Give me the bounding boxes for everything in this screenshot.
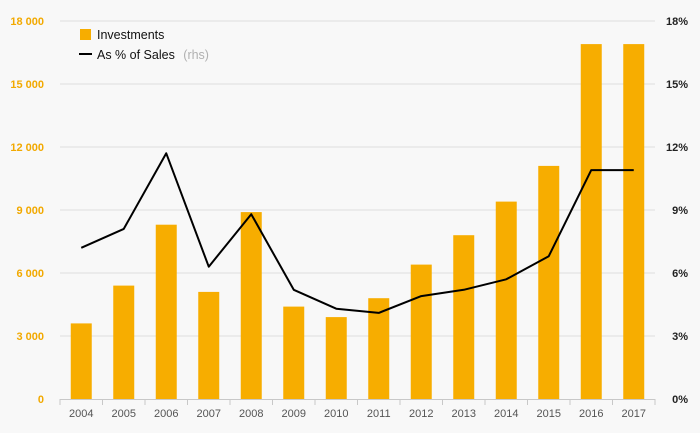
axes: 0 3 000 6 000 9 000 12 000 15 000 18 000 0% 3% 6%… xyxy=(10,16,688,420)
y-right-tick-label: 6% xyxy=(672,268,688,280)
x-tick-label: 2013 xyxy=(452,408,476,420)
sales-ratio-line xyxy=(80,152,634,314)
x-tick-label: 2005 xyxy=(112,408,136,420)
x-tick-label: 2010 xyxy=(324,408,348,420)
x-tick-label: 2011 xyxy=(367,408,391,420)
x-tick-label: 2012 xyxy=(409,408,433,420)
legend: Investments As % of Sales (rhs) xyxy=(79,28,209,63)
x-tick-label: 2007 xyxy=(197,408,221,420)
x-tick-label: 2015 xyxy=(537,408,561,420)
bar-investments xyxy=(368,298,390,399)
x-tick-label: 2004 xyxy=(69,408,93,420)
bar-investments xyxy=(623,44,645,399)
bar-investments xyxy=(283,306,305,399)
x-tick-label: 2016 xyxy=(579,408,603,420)
y-right-tick-label: 3% xyxy=(672,331,688,343)
legend-investments-label: Investments xyxy=(97,28,164,42)
legend-line-label: As % of Sales (rhs) xyxy=(97,46,209,63)
bar-investments xyxy=(155,224,177,399)
bar-investments xyxy=(325,317,347,399)
x-tick-label: 2009 xyxy=(282,408,306,420)
grid-lines xyxy=(60,20,655,337)
y-right-tick-label: 9% xyxy=(672,205,688,217)
y-right-tick-label: 18% xyxy=(666,16,688,28)
bar-investments xyxy=(240,212,262,399)
bar-investments xyxy=(410,264,432,399)
bar-investments xyxy=(70,323,92,399)
bar-investments xyxy=(198,291,220,399)
legend-line-name: As % of Sales xyxy=(97,48,175,62)
line-as-pct-of-sales xyxy=(80,152,634,314)
y-right-tick-label: 12% xyxy=(666,142,688,154)
x-tick-label: 2008 xyxy=(239,408,263,420)
y-left-tick-label: 0 xyxy=(38,394,44,406)
x-tick-label: 2017 xyxy=(622,408,646,420)
y-left-tick-label: 6 000 xyxy=(16,268,44,280)
x-tick-label: 2014 xyxy=(494,408,518,420)
y-left-tick-label: 18 000 xyxy=(10,16,44,28)
y-left-tick-label: 3 000 xyxy=(16,331,44,343)
y-right-tick-label: 0% xyxy=(672,394,688,406)
bar-investments xyxy=(453,235,475,399)
investment-bars xyxy=(70,44,645,399)
legend-bar-swatch xyxy=(80,29,91,40)
y-left-tick-label: 15 000 xyxy=(10,79,44,91)
bar-investments xyxy=(113,285,135,399)
y-right-tick-label: 15% xyxy=(666,79,688,91)
bar-investments xyxy=(495,201,517,399)
y-left-tick-label: 9 000 xyxy=(16,205,44,217)
legend-line-suffix: (rhs) xyxy=(183,48,209,62)
y-left-tick-label: 12 000 xyxy=(10,142,44,154)
x-tick-label: 2006 xyxy=(154,408,178,420)
bar-investments xyxy=(538,165,560,399)
bar-investments xyxy=(580,44,602,399)
